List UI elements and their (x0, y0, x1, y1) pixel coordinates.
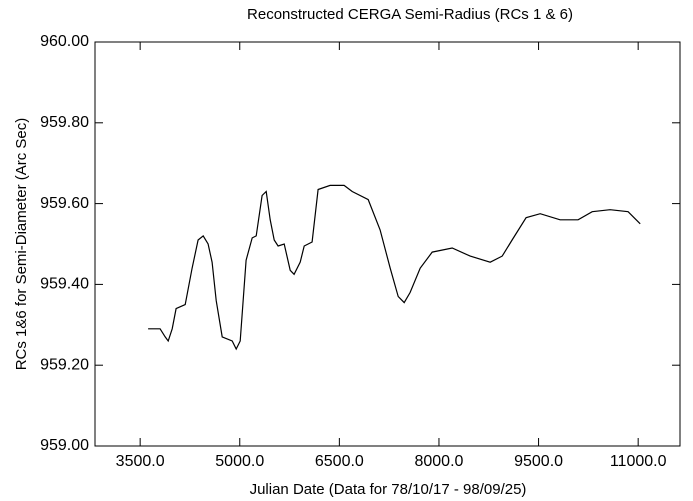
y-axis-label: RCs 1&6 for Semi-Diameter (Arc Sec) (13, 118, 30, 371)
x-tick-label: 5000.0 (215, 453, 264, 470)
y-tick-label: 959.20 (40, 356, 89, 373)
chart-title: Reconstructed CERGA Semi-Radius (RCs 1 &… (247, 6, 573, 23)
x-tick-label: 8000.0 (414, 453, 463, 470)
x-tick-label: 9500.0 (514, 453, 563, 470)
data-line (148, 184, 641, 351)
y-tick-label: 959.80 (40, 114, 89, 131)
x-tick-label: 11000.0 (610, 453, 667, 470)
x-tick-label: 6500.0 (315, 453, 364, 470)
y-tick-label: 959.00 (40, 437, 89, 454)
x-tick-label: 3500.0 (116, 453, 165, 470)
x-axis-label: Julian Date (Data for 78/10/17 - 98/09/2… (250, 481, 527, 498)
y-tick-label: 960.00 (40, 33, 89, 50)
y-tick-label: 959.40 (40, 276, 89, 293)
plot-frame (94, 41, 681, 447)
y-tick-label: 959.60 (40, 195, 89, 212)
